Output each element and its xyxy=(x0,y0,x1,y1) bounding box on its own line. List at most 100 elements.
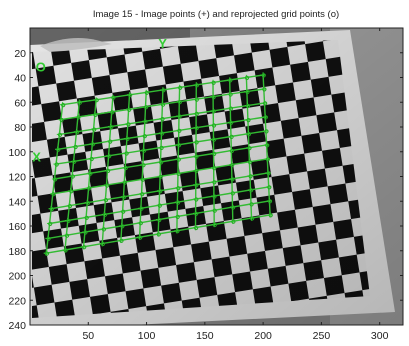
reprojected-point xyxy=(263,115,268,120)
reprojected-point xyxy=(123,165,128,171)
reprojected-point xyxy=(176,171,181,176)
reprojected-point xyxy=(87,186,92,191)
y-tick-label: 120 xyxy=(8,172,26,184)
reprojected-point xyxy=(102,212,108,217)
reprojected-point xyxy=(122,195,127,200)
axis-annotations: O Y X xyxy=(32,36,167,165)
reprojected-point xyxy=(85,201,91,206)
reprojected-point xyxy=(263,101,268,106)
reprojected-point xyxy=(194,126,199,131)
reprojected-point xyxy=(212,137,217,142)
reprojected-point xyxy=(73,144,78,150)
reprojected-point xyxy=(194,183,199,188)
reprojected-point xyxy=(248,174,253,179)
grid-overlay xyxy=(43,72,273,256)
reprojected-point xyxy=(177,143,182,148)
reprojected-point xyxy=(229,148,234,154)
reprojected-point xyxy=(175,229,180,234)
reprojected-point xyxy=(194,168,199,174)
reprojected-point xyxy=(247,160,253,165)
reprojected-point xyxy=(228,78,233,83)
y-tick-label: 100 xyxy=(8,147,26,159)
reprojected-point xyxy=(124,151,129,156)
reprojected-point xyxy=(229,120,234,125)
reprojected-point xyxy=(46,236,51,241)
reprojected-point xyxy=(231,219,236,224)
y-tick-label: 80 xyxy=(14,122,26,134)
reprojected-point xyxy=(159,145,164,150)
reprojected-point xyxy=(143,119,148,124)
reprojected-point xyxy=(194,111,199,117)
reprojected-point xyxy=(156,232,161,237)
reprojected-point xyxy=(268,213,273,218)
reprojected-point xyxy=(212,166,217,171)
reprojected-point xyxy=(103,198,109,203)
reprojected-point xyxy=(249,202,254,207)
reprojected-point xyxy=(48,221,53,226)
reprojected-point xyxy=(88,171,93,176)
reprojected-point xyxy=(127,107,132,112)
origin-label: O xyxy=(36,59,46,74)
x-tick-label: 100 xyxy=(138,330,156,342)
reprojected-point xyxy=(106,168,111,173)
reprojected-point xyxy=(59,117,64,123)
reprojected-point xyxy=(92,127,97,132)
reprojected-point xyxy=(51,192,56,197)
reprojected-point xyxy=(108,139,113,144)
reprojected-point xyxy=(64,233,70,238)
reprojected-point xyxy=(101,227,107,232)
reprojected-point xyxy=(107,154,112,159)
reprojected-point xyxy=(229,134,234,139)
reprojected-point xyxy=(160,131,165,136)
reprojected-point xyxy=(177,128,182,133)
reprojected-point xyxy=(265,143,270,148)
reprojected-point xyxy=(125,136,130,141)
reprojected-point xyxy=(265,157,270,162)
reprojected-point xyxy=(178,85,183,90)
y-tick-label: 220 xyxy=(8,295,26,307)
reprojected-point xyxy=(75,130,80,135)
reprojected-point xyxy=(90,142,96,147)
photo-background xyxy=(30,28,403,325)
y-tick-label: 20 xyxy=(14,48,26,60)
reprojected-point xyxy=(177,100,182,105)
reprojected-point xyxy=(160,102,166,107)
x-axis: 50 100 150 200 250 300 xyxy=(82,28,389,342)
reprojected-point xyxy=(228,92,233,97)
reprojected-point xyxy=(128,93,133,98)
y-axis: 20 40 60 80 100 120 140 160 180 200 220 240 xyxy=(8,48,403,332)
chart-title: Image 15 - Image points (+) and reprojec… xyxy=(93,9,339,20)
reprojected-point xyxy=(194,211,199,216)
reprojected-point xyxy=(211,123,217,128)
reprojected-point xyxy=(140,177,145,182)
reprojected-point xyxy=(89,156,94,162)
y-tick-label: 40 xyxy=(14,73,26,85)
y-tick-label: 160 xyxy=(8,221,26,233)
reprojected-point xyxy=(230,191,235,196)
reprojected-point xyxy=(120,224,125,229)
reprojected-point xyxy=(244,75,250,81)
reprojected-point xyxy=(211,95,216,100)
reprojected-point xyxy=(247,146,252,151)
reprojected-point xyxy=(249,188,254,193)
reprojected-point xyxy=(176,186,181,191)
reprojected-point xyxy=(63,248,68,253)
reprojected-point xyxy=(56,147,61,152)
reprojected-point xyxy=(246,132,252,137)
reprojected-point xyxy=(212,151,217,156)
x-tick-label: 300 xyxy=(371,330,389,342)
reprojected-point xyxy=(111,95,116,100)
reprojected-point xyxy=(139,206,144,211)
reprojected-point xyxy=(211,80,216,85)
reprojected-point xyxy=(264,129,269,134)
reprojected-point xyxy=(212,208,217,213)
reprojected-point xyxy=(194,140,199,145)
y-tick-label: 240 xyxy=(8,320,26,332)
reprojected-point xyxy=(144,105,149,110)
reprojected-point xyxy=(212,180,217,185)
reprojected-point xyxy=(157,203,162,208)
reprojected-point xyxy=(211,109,216,114)
x-axis-label-marker: X xyxy=(32,150,41,165)
reprojected-point xyxy=(194,83,199,88)
reprojected-point xyxy=(144,90,149,95)
